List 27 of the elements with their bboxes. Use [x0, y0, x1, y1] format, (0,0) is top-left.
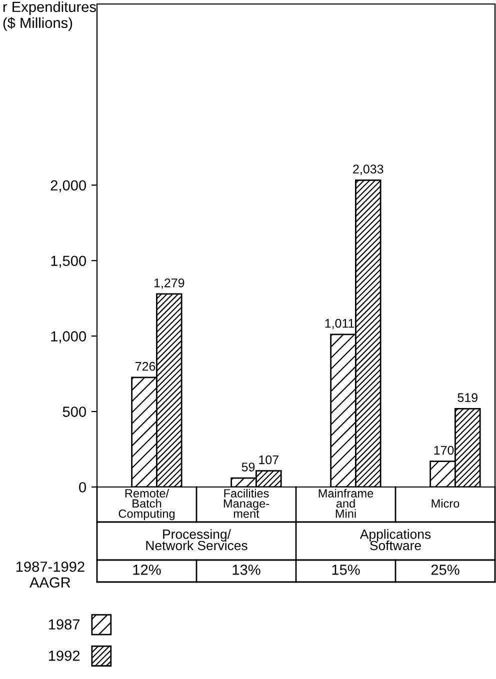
data-label: 726 [135, 362, 156, 371]
y-tick-label: 1,500 [51, 256, 86, 268]
data-label: 519 [458, 393, 478, 402]
y-tick-label: 1,000 [51, 331, 86, 344]
text: 12% [133, 564, 161, 575]
x-tick-label: Remote/ Batch Computing [118, 488, 175, 520]
data-label: 2,033 [353, 164, 384, 175]
x-tick-label: Mainframe and Mini [318, 488, 374, 518]
data-label: 107 [259, 455, 278, 464]
data-label: 170 [434, 446, 454, 455]
text: 1987-1992 AAGR [16, 562, 84, 588]
y-axis-title: r Expenditures ($ Millions) [3, 1, 96, 31]
x-tick-label: Facilities Manage- ment [224, 488, 270, 518]
text: 13% [232, 564, 260, 575]
data-label: 1,279 [154, 278, 184, 289]
y-tick-label: 2,000 [50, 180, 86, 192]
text: Applications Software [360, 529, 431, 550]
data-label: 59 [242, 462, 255, 472]
x-tick-label: Micro [432, 498, 460, 508]
text: 15% [332, 564, 360, 575]
legend-label: 1987 [48, 619, 80, 630]
y-tick-label: 500 [62, 406, 86, 417]
data-label: 1,011 [325, 318, 354, 330]
text: Processing/ Network Services [146, 529, 248, 550]
text: 25% [431, 564, 460, 575]
legend-label: 1992 [48, 650, 80, 661]
y-tick-label: 0 [79, 482, 86, 492]
